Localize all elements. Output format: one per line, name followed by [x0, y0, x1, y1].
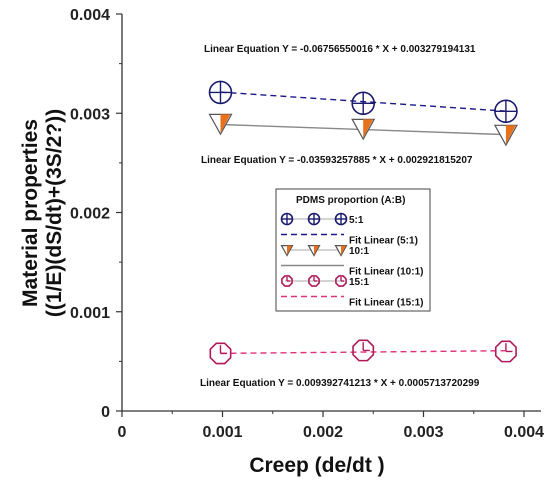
marker-fill — [505, 125, 516, 144]
legend-marker — [334, 245, 348, 257]
legend-marker — [280, 245, 294, 257]
y-tick-label: 0.001 — [70, 305, 110, 322]
point-15-1 — [209, 342, 232, 365]
y-ticks: 0 0.001 0.002 0.003 0.004 — [70, 7, 122, 421]
point-10-1 — [208, 113, 233, 136]
y-axis-title-line1: Material properties — [19, 119, 42, 307]
equation-15-1: Linear Equation Y = 0.009392741213 * X +… — [200, 378, 480, 389]
legend-marker — [281, 275, 293, 287]
marker-fill — [287, 245, 292, 255]
legend-marker — [334, 212, 348, 226]
legend-label: 15:1 — [349, 277, 369, 288]
legend: PDMS proportion (A:B) 5:1 Fit Linear (5:1… — [275, 188, 431, 312]
point-5-1 — [208, 80, 233, 105]
legend-items: 5:1 Fit Linear (5:1)10:1 Fit Linear (10:1)… — [280, 212, 423, 309]
point-5-1 — [494, 99, 518, 124]
y-tick-label: 0.004 — [70, 7, 110, 24]
y-tick-label: 0 — [101, 404, 110, 421]
x-axis-title: Creep (de/dt ) — [249, 454, 384, 477]
marker-octagon — [494, 340, 517, 363]
point-15-1 — [352, 339, 375, 362]
point-15-1 — [494, 340, 517, 363]
legend-marker — [335, 275, 347, 287]
fit-line-15-1 — [220, 350, 506, 355]
marker-fill — [341, 245, 346, 255]
marker-octagon — [308, 275, 320, 287]
axes: 0 0.001 0.002 0.003 0.004 0 0.001 0.002 0.003 0.… — [70, 7, 544, 441]
marker-octagon — [352, 339, 375, 362]
data-markers — [208, 80, 518, 365]
point-10-1 — [493, 124, 518, 147]
marker-octagon — [209, 342, 232, 365]
x-tick-label: 0.004 — [504, 424, 544, 441]
x-ticks: 0 0.001 0.002 0.003 0.004 — [118, 411, 544, 441]
legend-marker — [308, 275, 320, 287]
legend-title: PDMS proportion (A:B) — [296, 195, 405, 206]
x-tick-label: 0.003 — [403, 424, 443, 441]
marker-fill — [220, 114, 231, 134]
marker-octagon — [335, 275, 347, 287]
y-tick-label: 0.003 — [70, 106, 110, 123]
marker-octagon — [281, 275, 293, 287]
marker-fill — [314, 245, 319, 255]
x-tick-label: 0 — [118, 424, 127, 441]
marker-fill — [363, 119, 374, 139]
equation-5-1: Linear Equation Y = -0.06756550016 * X +… — [204, 44, 476, 55]
point-10-1 — [351, 118, 376, 141]
x-tick-label: 0.001 — [202, 424, 242, 441]
y-axis-title-line2: ((1/E)(dS/dt)+(3S/2?)) — [43, 109, 66, 317]
point-5-1 — [351, 91, 376, 116]
equation-10-1: Linear Equation Y = -0.03593257885 * X +… — [201, 155, 473, 166]
x-tick-label: 0.002 — [303, 424, 343, 441]
legend-marker — [307, 212, 321, 226]
legend-marker — [307, 245, 321, 257]
legend-label: Fit Linear (10:1) — [349, 267, 423, 278]
y-tick-label: 0.002 — [70, 206, 110, 223]
legend-marker — [280, 212, 294, 226]
legend-label: 10:1 — [349, 246, 369, 257]
legend-label: 5:1 — [349, 215, 364, 226]
legend-label: Fit Linear (5:1) — [349, 236, 418, 247]
legend-label: Fit Linear (15:1) — [349, 298, 423, 309]
